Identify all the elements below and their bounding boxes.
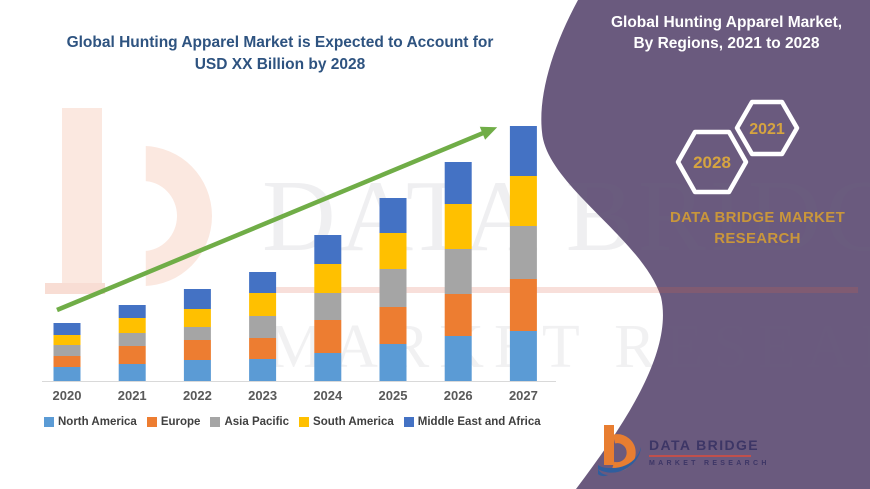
bar-segment-north-america [314, 353, 342, 381]
bar-segment-europe [314, 320, 342, 353]
bar-segment-asia-pacific [314, 293, 342, 320]
legend-item: Middle East and Africa [403, 416, 541, 428]
hexagon-2028-outline [675, 129, 749, 195]
bar-segment-south-america [183, 309, 211, 327]
legend-swatch [403, 417, 414, 427]
bar-segment-asia-pacific [118, 333, 146, 346]
legend-label: Middle East and Africa [417, 416, 541, 428]
watermark-b-logo-base [45, 283, 105, 294]
bar-segment-north-america [249, 359, 277, 381]
bar-segment-asia-pacific [53, 345, 81, 356]
bar-segment-europe [118, 346, 146, 364]
year-hexagons: 2028 2021 [675, 99, 800, 195]
legend-swatch [146, 417, 157, 427]
legend-item: South America [299, 416, 394, 428]
purple-panel-shape [541, 0, 870, 489]
bar-segment-middle-east-and-africa [314, 235, 342, 264]
trend-arrow-line [56, 130, 486, 313]
footer-logo-text: DATA BRIDGE MARKET RESEARCH [649, 437, 770, 467]
brand-text-line2: RESEARCH [714, 230, 801, 247]
legend-item: Asia Pacific [210, 416, 289, 428]
chart-title-line1: Global Hunting Apparel Market is Expecte… [66, 34, 494, 51]
bar-segment-asia-pacific [509, 226, 537, 279]
bar-segment-north-america [53, 367, 81, 381]
chart-legend: North America Europe Asia Pacific South Ame… [44, 416, 569, 428]
watermark-b-logo-stem [62, 108, 102, 284]
stacked-bar-chart: 2020 2021 2022 2023 2024 2025 2026 2027 [42, 126, 556, 403]
x-axis-label: 2026 [444, 388, 473, 403]
bar-segment-south-america [509, 176, 537, 226]
x-axis-label: 2024 [313, 388, 343, 403]
bar-segment-europe [183, 340, 211, 360]
hexagon-2028-label: 2028 [693, 153, 731, 172]
legend-swatch [44, 417, 54, 427]
bar-segment-south-america [314, 264, 342, 293]
x-axis-label: 2025 [379, 388, 408, 403]
brand-text-line1: DATA BRIDGE MARKET [669, 209, 846, 226]
legend-item: North America [44, 416, 137, 428]
legend-label: North America [58, 416, 137, 428]
hexagon-2021-label: 2021 [749, 121, 785, 138]
legend-swatch [210, 417, 221, 427]
bar-segment-middle-east-and-africa [509, 126, 537, 176]
footer-logo-subtitle: MARKET RESEARCH [649, 460, 770, 467]
bar-segment-north-america [379, 344, 407, 381]
watermark-underline [268, 287, 858, 293]
legend-swatch [299, 417, 310, 427]
bar-segment-middle-east-and-africa [379, 198, 407, 233]
bar-segment-europe [249, 338, 277, 359]
panel-title-line1: Global Hunting Apparel Market, [610, 14, 843, 31]
bar-segment-europe [53, 356, 81, 367]
x-axis-label: 2027 [509, 388, 538, 403]
bar-segment-middle-east-and-africa [444, 162, 472, 204]
bar-segment-south-america [53, 335, 81, 345]
bar-segment-europe [379, 307, 407, 344]
bar-segment-asia-pacific [444, 249, 472, 294]
footer-logo: DATA BRIDGE MARKET RESEARCH [597, 422, 770, 480]
bar-segment-south-america [379, 233, 407, 269]
bar-segment-middle-east-and-africa [53, 323, 81, 335]
bar-segment-middle-east-and-africa [249, 272, 277, 293]
bar-segment-south-america [249, 293, 277, 316]
panel-title: Global Hunting Apparel Market, By Region… [593, 12, 860, 54]
legend-label: Asia Pacific [224, 416, 290, 428]
bar-segment-south-america [444, 204, 472, 249]
bar-segment-middle-east-and-africa [118, 305, 146, 318]
brand-text: DATA BRIDGE MARKET RESEARCH [650, 207, 865, 249]
legend-label: South America [313, 416, 394, 428]
x-axis-label: 2023 [248, 388, 277, 403]
bar-segment-north-america [509, 331, 537, 381]
bar-segment-asia-pacific [183, 327, 211, 340]
x-axis-label: 2021 [118, 388, 147, 403]
footer-logo-name: DATA BRIDGE [649, 437, 760, 453]
bar-segment-north-america [444, 336, 472, 381]
footer-logo-underline [649, 455, 751, 457]
bar-segment-south-america [118, 318, 146, 333]
bar-segment-europe [509, 279, 537, 331]
bar-segment-north-america [118, 364, 146, 381]
chart-title-line2: USD XX Billion by 2028 [194, 56, 366, 73]
panel-title-line2: By Regions, 2021 to 2028 [633, 35, 820, 52]
bar-segment-asia-pacific [249, 316, 277, 338]
data-bridge-b-icon [598, 425, 641, 477]
trend-arrow-head [479, 126, 498, 140]
hexagon-2021-outline [734, 99, 800, 157]
bar-segment-middle-east-and-africa [183, 289, 211, 309]
bar-segment-europe [444, 294, 472, 336]
legend-item: Europe [146, 416, 201, 428]
chart-title: Global Hunting Apparel Market is Expecte… [45, 32, 515, 76]
x-axis-label: 2020 [53, 388, 82, 403]
legend-label: Europe [160, 416, 201, 428]
bar-segment-asia-pacific [379, 269, 407, 307]
bar-segment-north-america [183, 360, 211, 381]
x-axis-label: 2022 [183, 388, 212, 403]
